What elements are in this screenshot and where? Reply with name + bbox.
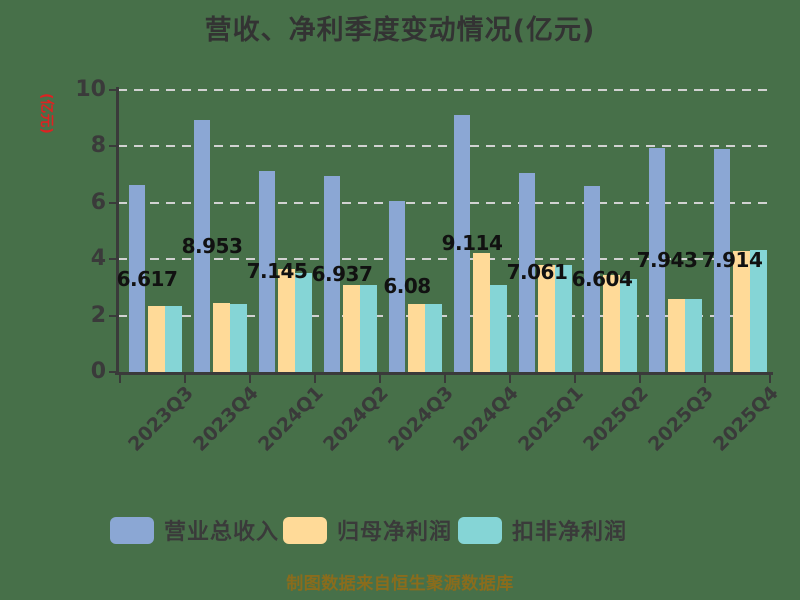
gridline-y4 [118,258,770,261]
bar-营业总收入-2023Q3 [129,185,145,372]
legend-item-revenue: 营业总收入 [110,514,279,546]
x-tick-label-2025Q2: 2025Q2 [578,382,653,456]
legend: 营业总收入 归母净利润 扣非净利润 [0,514,800,546]
bar-营业总收入-2025Q1 [519,172,535,372]
y-tick-label: 2 [90,302,106,328]
bar-扣非净利润-2023Q3 [165,305,182,372]
legend-label-revenue: 营业总收入 [164,520,280,545]
x-tick-mark [509,375,511,383]
bar-归母净利润-2025Q1 [538,264,555,372]
x-tick-mark [704,375,706,383]
bar-扣非净利润-2024Q2 [360,284,377,372]
bar-归母净利润-2024Q2 [343,284,360,372]
x-tick-mark [769,375,771,383]
x-axis-line [115,372,773,375]
bar-归母净利润-2023Q4 [213,302,230,372]
gridline-y8 [118,145,770,148]
legend-swatch-revenue [110,516,154,544]
value-label-2024Q1: 7.145 [246,259,308,284]
x-tick-mark [249,375,251,383]
x-tick-label-2023Q4: 2023Q4 [188,382,263,456]
x-tick-mark [639,375,641,383]
bar-营业总收入-2024Q3 [389,200,405,372]
y-tick-mark [109,201,117,204]
bar-营业总收入-2023Q4 [194,119,210,372]
bar-归母净利润-2025Q2 [603,274,620,372]
x-tick-label-2023Q3: 2023Q3 [123,382,198,456]
x-tick-mark [184,375,186,383]
x-tick-label-2024Q1: 2024Q1 [253,382,328,456]
x-tick-mark [444,375,446,383]
bar-归母净利润-2024Q1 [278,269,295,372]
value-label-2025Q2: 6.604 [571,266,633,291]
gridline-y10 [118,89,770,91]
y-tick-mark [109,145,117,148]
bar-归母净利润-2025Q3 [668,298,685,372]
bar-扣非净利润-2025Q2 [620,278,637,372]
bar-营业总收入-2024Q2 [324,176,340,372]
y-tick-label: 8 [90,133,106,159]
y-tick-label: 6 [90,189,106,215]
legend-item-net-profit: 归母净利润 [283,514,452,546]
legend-swatch-net-profit [283,516,327,544]
y-tick-label: 4 [90,246,106,272]
y-axis-line [116,87,119,374]
y-tick-mark [109,258,117,261]
y-tick-mark [109,371,117,373]
value-label-2024Q3: 6.08 [383,274,431,299]
bar-扣非净利润-2024Q1 [295,273,312,372]
x-tick-mark [119,375,121,383]
gridline-y6 [118,201,770,204]
legend-swatch-net-profit-excl [458,516,502,544]
legend-label-net-profit: 归母净利润 [337,520,453,545]
legend-label-net-profit-excl: 扣非净利润 [512,520,628,545]
value-label-2024Q2: 6.937 [311,262,373,287]
bar-归母净利润-2024Q3 [408,304,425,372]
value-label-2025Q3: 7.943 [636,248,698,272]
bar-归母净利润-2024Q4 [473,252,490,372]
source-caption: 制图数据来自恒生聚源数据库 [286,574,514,594]
bar-归母净利润-2025Q4 [733,251,750,372]
bar-扣非净利润-2023Q4 [230,304,247,372]
x-tick-label-2024Q4: 2024Q4 [448,382,523,456]
bar-营业总收入-2024Q4 [454,114,470,372]
x-tick-label-2024Q2: 2024Q2 [318,382,393,456]
x-tick-label-2025Q3: 2025Q3 [643,382,718,456]
value-label-2024Q4: 9.114 [441,231,503,256]
y-tick-mark [109,89,117,91]
bar-扣非净利润-2025Q1 [555,265,572,372]
value-label-2025Q1: 7.061 [506,260,568,285]
bar-营业总收入-2025Q2 [584,185,600,372]
y-tick-mark [109,314,117,317]
bar-扣非净利润-2024Q3 [425,304,442,372]
value-label-2025Q4: 7.914 [701,248,763,273]
value-label-2023Q3: 6.617 [116,266,178,291]
y-tick-label: 0 [90,359,106,384]
bar-营业总收入-2025Q3 [649,148,665,372]
bar-扣非净利润-2025Q4 [750,250,767,372]
legend-item-net-profit-excl: 扣非净利润 [458,514,627,546]
bar-营业总收入-2024Q1 [259,170,275,372]
chart-title: 营收、净利季度变动情况(亿元) [204,15,596,46]
bar-扣非净利润-2024Q4 [490,284,507,372]
bar-归母净利润-2023Q3 [148,305,165,372]
x-tick-label-2025Q1: 2025Q1 [513,382,588,456]
bar-扣非净利润-2025Q3 [685,298,702,372]
x-tick-mark [314,375,316,383]
x-tick-mark [574,375,576,383]
x-tick-mark [379,375,381,383]
x-tick-label-2024Q3: 2024Q3 [383,382,458,456]
value-label-2023Q4: 8.953 [181,233,243,258]
x-tick-label-2025Q4: 2025Q4 [708,382,783,456]
bar-营业总收入-2025Q4 [714,148,730,372]
y-tick-label: 10 [75,77,106,102]
gridline-y2 [118,314,770,317]
